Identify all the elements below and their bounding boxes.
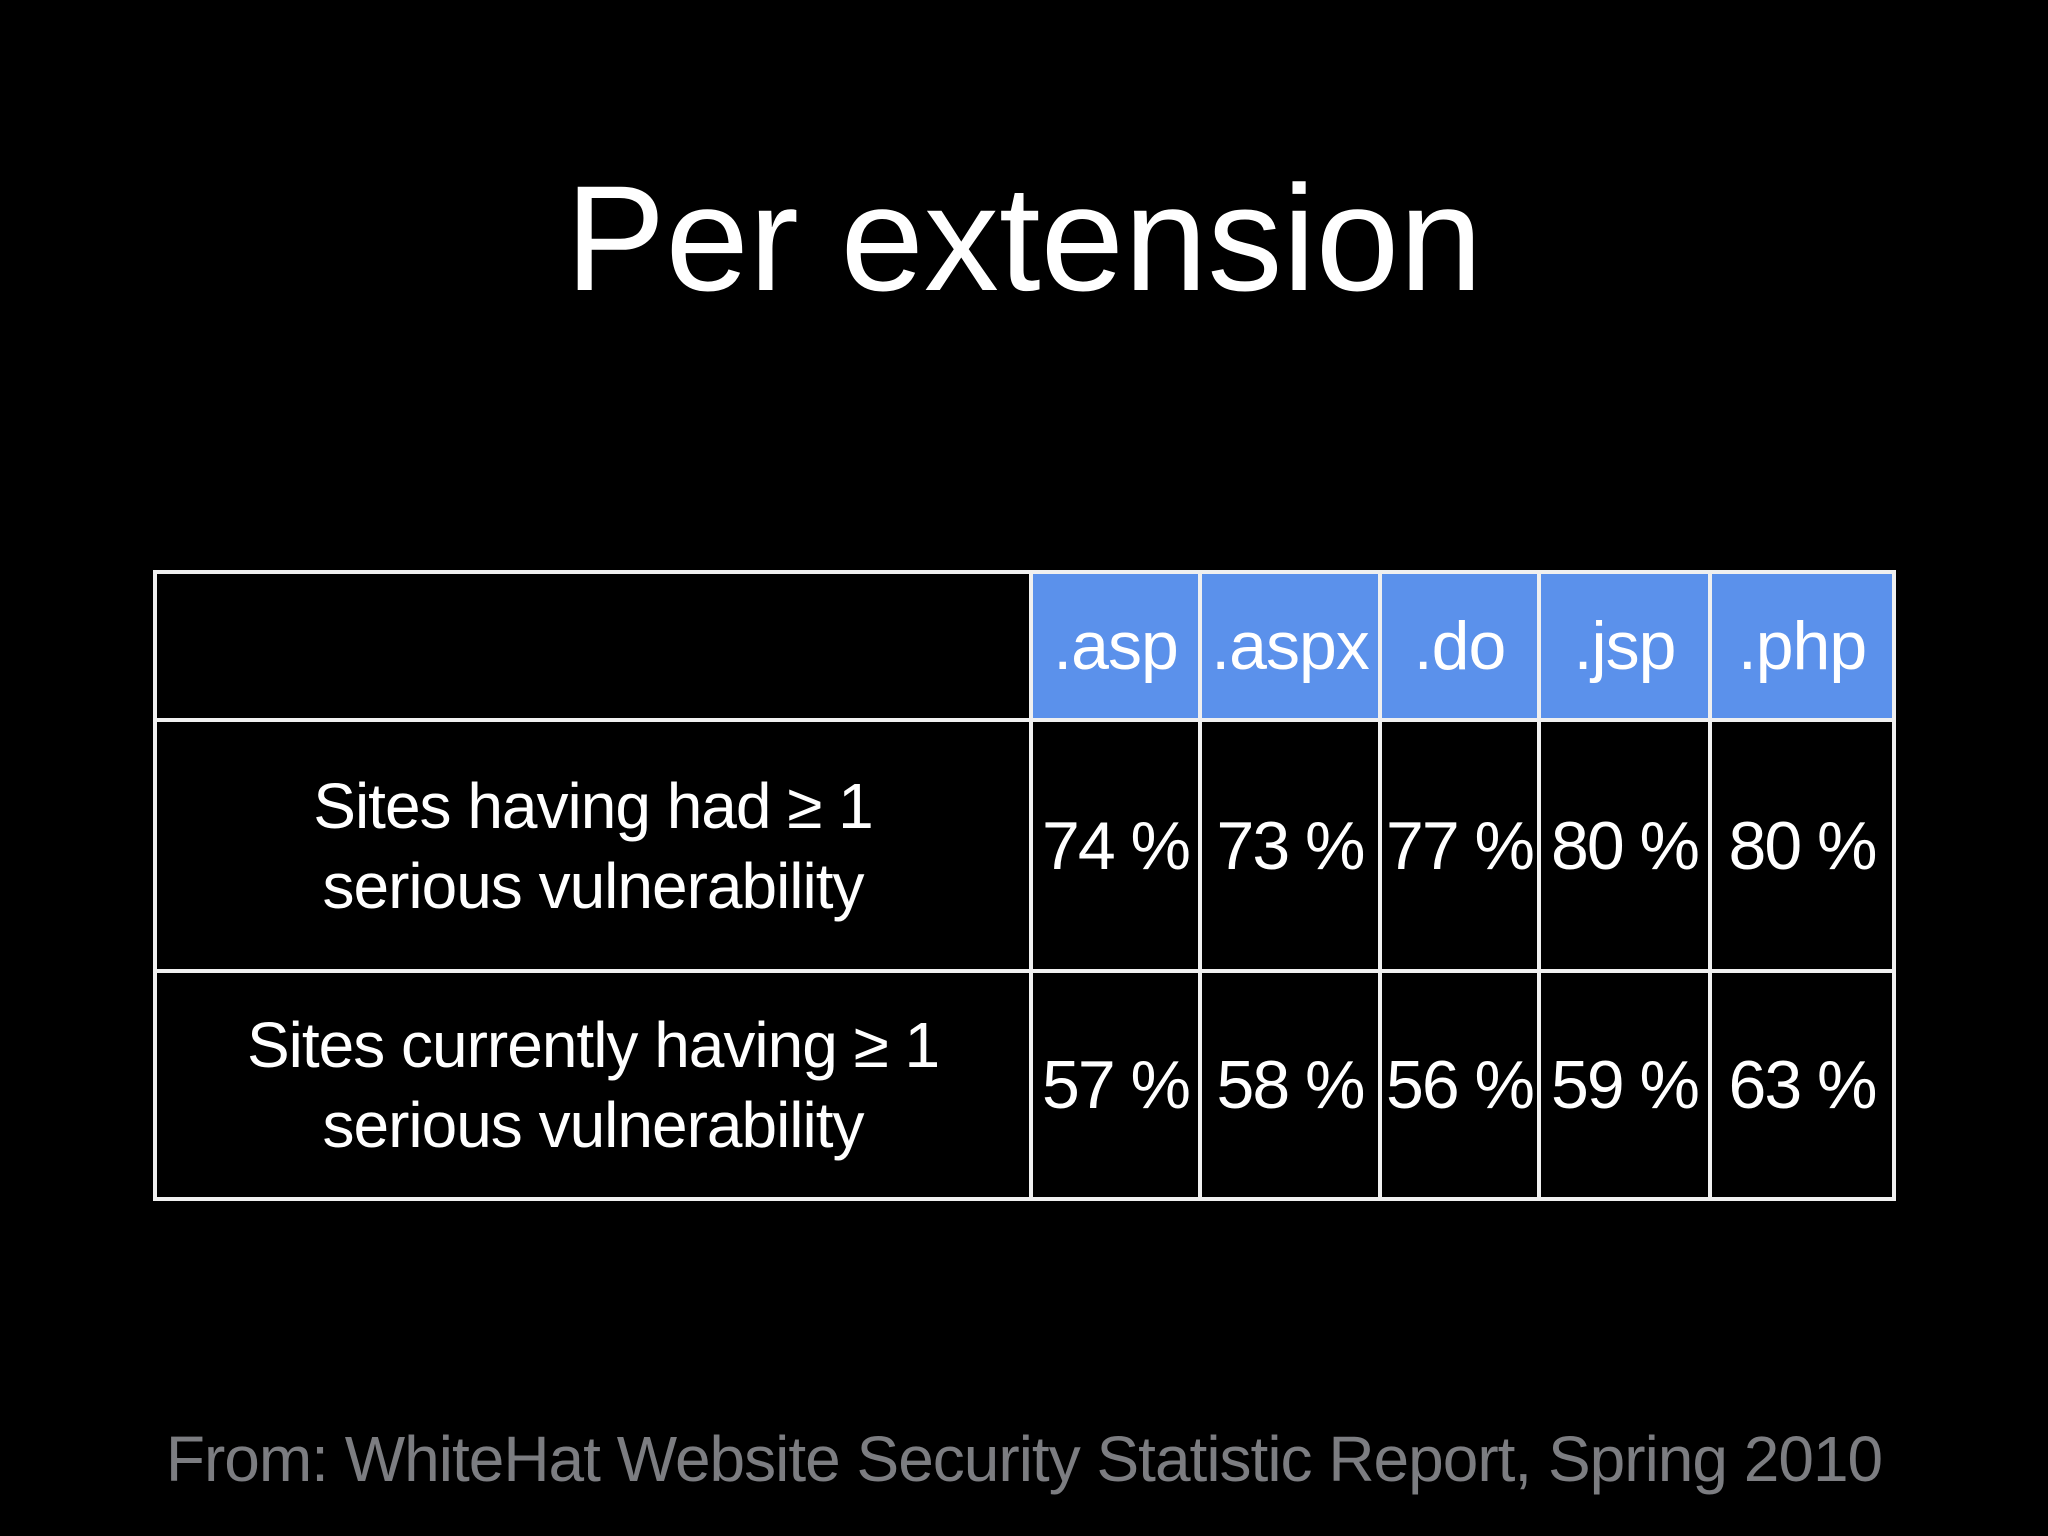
value-having-had-aspx: 73 % — [1198, 718, 1382, 973]
column-header-asp: .asp — [1029, 570, 1202, 722]
corner-cell — [153, 570, 1033, 722]
column-header-php: .php — [1708, 570, 1896, 722]
table-header-row: .asp .aspx .do .jsp .php — [153, 570, 1896, 722]
value-currently-jsp: 59 % — [1537, 969, 1712, 1201]
row-label-line-2: serious vulnerability — [322, 1089, 864, 1161]
value-currently-aspx: 58 % — [1198, 969, 1382, 1201]
value-currently-php: 63 % — [1708, 969, 1896, 1201]
column-header-jsp: .jsp — [1537, 570, 1712, 722]
row-label-line-1: Sites currently having ≥ 1 — [246, 1009, 940, 1081]
value-currently-asp: 57 % — [1029, 969, 1202, 1201]
table-row-having-had: Sites having had ≥ 1 serious vulnerabili… — [153, 718, 1896, 973]
row-label-line-1: Sites having had ≥ 1 — [313, 769, 874, 842]
slide-title: Per extension — [565, 154, 1483, 322]
value-having-had-do: 77 % — [1378, 718, 1541, 973]
column-header-do: .do — [1378, 570, 1541, 722]
row-label-having-had: Sites having had ≥ 1 serious vulnerabili… — [153, 718, 1033, 973]
table-row-currently-having: Sites currently having ≥ 1 serious vulne… — [153, 969, 1896, 1201]
source-attribution: From: WhiteHat Website Security Statisti… — [165, 1423, 1883, 1495]
row-label-currently-having: Sites currently having ≥ 1 serious vulne… — [153, 969, 1033, 1201]
vulnerability-by-extension-table: .asp .aspx .do .jsp .php Sites having ha… — [153, 570, 1896, 1201]
column-header-aspx: .aspx — [1198, 570, 1382, 722]
value-currently-do: 56 % — [1378, 969, 1541, 1201]
row-label-line-2: serious vulnerability — [322, 849, 864, 922]
value-having-had-php: 80 % — [1708, 718, 1896, 973]
value-having-had-jsp: 80 % — [1537, 718, 1712, 973]
value-having-had-asp: 74 % — [1029, 718, 1202, 973]
